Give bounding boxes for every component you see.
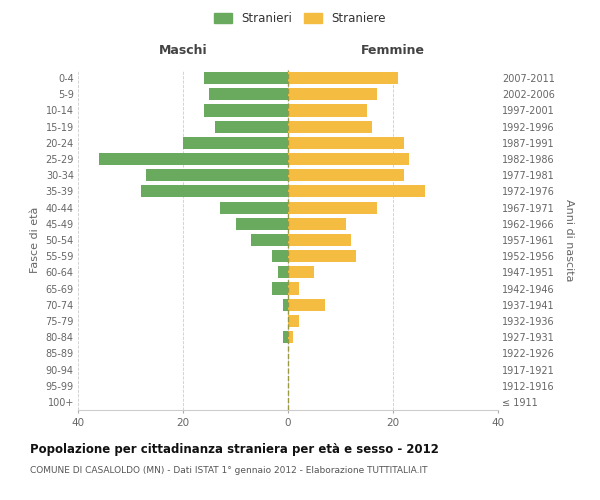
Bar (146, 169, 288, 181)
Bar (288, 282, 299, 294)
Bar (277, 266, 288, 278)
Bar (288, 104, 367, 117)
Bar (215, 120, 288, 132)
Bar (288, 120, 372, 132)
Bar (204, 104, 288, 117)
Y-axis label: Anni di nascita: Anni di nascita (565, 198, 574, 281)
Bar (251, 234, 288, 246)
Text: Maschi: Maschi (158, 44, 208, 57)
Bar (288, 234, 351, 246)
Bar (288, 250, 356, 262)
Bar (288, 298, 325, 311)
Bar (141, 186, 288, 198)
Bar (288, 218, 346, 230)
Bar (235, 218, 288, 230)
Bar (288, 331, 293, 343)
Bar (272, 282, 288, 294)
Bar (288, 266, 314, 278)
Bar (99, 153, 288, 165)
Legend: Stranieri, Straniere: Stranieri, Straniere (211, 8, 389, 28)
Bar (288, 153, 409, 165)
Bar (288, 169, 404, 181)
Bar (288, 137, 404, 149)
Bar (288, 202, 377, 213)
Text: Femmine: Femmine (361, 44, 425, 57)
Text: COMUNE DI CASALOLDO (MN) - Dati ISTAT 1° gennaio 2012 - Elaborazione TUTTITALIA.: COMUNE DI CASALOLDO (MN) - Dati ISTAT 1°… (30, 466, 427, 475)
Bar (272, 250, 288, 262)
Bar (209, 88, 288, 101)
Bar (183, 137, 288, 149)
Bar (288, 88, 377, 101)
Y-axis label: Fasce di età: Fasce di età (30, 207, 40, 273)
Bar (288, 72, 398, 84)
Bar (204, 72, 288, 84)
Bar (283, 331, 288, 343)
Bar (288, 186, 425, 198)
Bar (288, 315, 299, 327)
Text: Popolazione per cittadinanza straniera per età e sesso - 2012: Popolazione per cittadinanza straniera p… (30, 442, 439, 456)
Bar (220, 202, 288, 213)
Bar (283, 298, 288, 311)
